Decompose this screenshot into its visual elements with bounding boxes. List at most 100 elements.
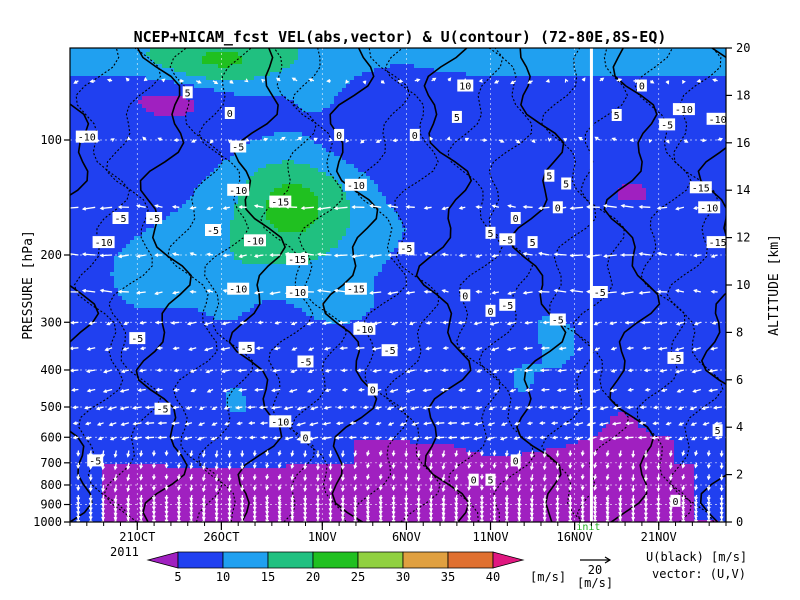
heatmap-cell xyxy=(122,56,127,61)
heatmap-cell xyxy=(198,72,203,77)
heatmap-cell xyxy=(74,380,79,385)
heatmap-cell xyxy=(182,292,187,297)
heatmap-cell xyxy=(218,264,223,269)
heatmap-cell xyxy=(90,56,95,61)
heatmap-cell xyxy=(126,412,131,417)
heatmap-cell xyxy=(162,468,167,473)
heatmap-cell xyxy=(138,92,143,97)
heatmap-cell xyxy=(170,352,175,357)
heatmap-cell xyxy=(122,404,127,409)
heatmap-cell xyxy=(158,244,163,249)
heatmap-cell xyxy=(218,304,223,309)
heatmap-cell xyxy=(106,48,111,53)
heatmap-cell xyxy=(142,296,147,301)
heatmap-cell xyxy=(170,160,175,165)
heatmap-cell xyxy=(186,292,191,297)
heatmap-cell xyxy=(138,436,143,441)
heatmap-cell xyxy=(110,360,115,365)
heatmap-cell xyxy=(234,180,239,185)
heatmap-cell xyxy=(142,288,147,293)
heatmap-cell xyxy=(226,384,231,389)
heatmap-cell xyxy=(170,52,175,57)
heatmap-cell xyxy=(86,220,91,225)
heatmap-cell xyxy=(218,396,223,401)
heatmap-cell xyxy=(186,448,191,453)
heatmap-cell xyxy=(94,392,99,397)
heatmap-cell xyxy=(138,284,143,289)
heatmap-cell xyxy=(158,56,163,61)
heatmap-cell xyxy=(78,236,83,241)
heatmap-cell xyxy=(94,84,99,89)
heatmap-cell xyxy=(198,160,203,165)
heatmap-cell xyxy=(98,356,103,361)
heatmap-cell xyxy=(206,424,211,429)
heatmap-cell xyxy=(98,344,103,349)
heatmap-cell xyxy=(138,304,143,309)
heatmap-cell xyxy=(182,216,187,221)
heatmap-cell xyxy=(90,424,95,429)
heatmap-cell xyxy=(122,372,127,377)
heatmap-cell xyxy=(230,352,235,357)
heatmap-cell xyxy=(82,284,87,289)
heatmap-cell xyxy=(142,176,147,181)
heatmap-cell xyxy=(134,112,139,117)
heatmap-cell xyxy=(98,504,103,509)
heatmap-cell xyxy=(138,88,143,93)
heatmap-cell xyxy=(70,224,75,229)
heatmap-cell xyxy=(170,420,175,425)
heatmap-cell xyxy=(210,52,215,57)
heatmap-cell xyxy=(202,444,207,449)
heatmap-cell xyxy=(210,392,215,397)
heatmap-cell xyxy=(94,284,99,289)
heatmap-cell xyxy=(194,428,199,433)
heatmap-cell xyxy=(162,136,167,141)
heatmap-cell xyxy=(86,468,91,473)
heatmap-cell xyxy=(230,92,235,97)
heatmap-cell xyxy=(182,308,187,313)
heatmap-cell xyxy=(90,428,95,433)
heatmap-cell xyxy=(194,184,199,189)
heatmap-cell xyxy=(214,384,219,389)
heatmap-cell xyxy=(186,496,191,501)
heatmap-cell xyxy=(146,140,151,145)
heatmap-cell xyxy=(226,140,231,145)
heatmap-cell xyxy=(234,324,239,329)
heatmap-cell xyxy=(142,92,147,97)
heatmap-cell xyxy=(142,444,147,449)
heatmap-cell xyxy=(218,452,223,457)
heatmap-cell xyxy=(222,372,227,377)
heatmap-cell xyxy=(214,156,219,161)
heatmap-cell xyxy=(186,364,191,369)
heatmap-cell xyxy=(186,384,191,389)
heatmap-cell xyxy=(218,212,223,217)
heatmap-cell xyxy=(182,208,187,213)
heatmap-cell xyxy=(154,396,159,401)
heatmap-cell xyxy=(102,420,107,425)
heatmap-cell xyxy=(82,292,87,297)
heatmap-cell xyxy=(130,520,135,522)
heatmap-cell xyxy=(86,504,91,509)
heatmap-cell xyxy=(94,196,99,201)
heatmap-cell xyxy=(142,108,147,113)
heatmap-cell xyxy=(126,60,131,65)
heatmap-cell xyxy=(174,340,179,345)
heatmap-cell xyxy=(158,124,163,129)
heatmap-cell xyxy=(82,472,87,477)
heatmap-cell xyxy=(114,308,119,313)
heatmap-cell xyxy=(82,92,87,97)
heatmap-cell xyxy=(234,496,239,501)
heatmap-cell xyxy=(78,336,83,341)
heatmap-cell xyxy=(198,200,203,205)
heatmap-cell xyxy=(226,164,231,169)
heatmap-cell xyxy=(130,416,135,421)
heatmap-cell xyxy=(218,56,223,61)
heatmap-cell xyxy=(182,336,187,341)
heatmap-cell xyxy=(190,240,195,245)
heatmap-cell xyxy=(226,72,231,77)
heatmap-cell xyxy=(102,144,107,149)
heatmap-cell xyxy=(86,216,91,221)
heatmap-cell xyxy=(234,328,239,333)
heatmap-cell xyxy=(210,60,215,65)
heatmap-cell xyxy=(82,56,87,61)
heatmap-cell xyxy=(86,208,91,213)
